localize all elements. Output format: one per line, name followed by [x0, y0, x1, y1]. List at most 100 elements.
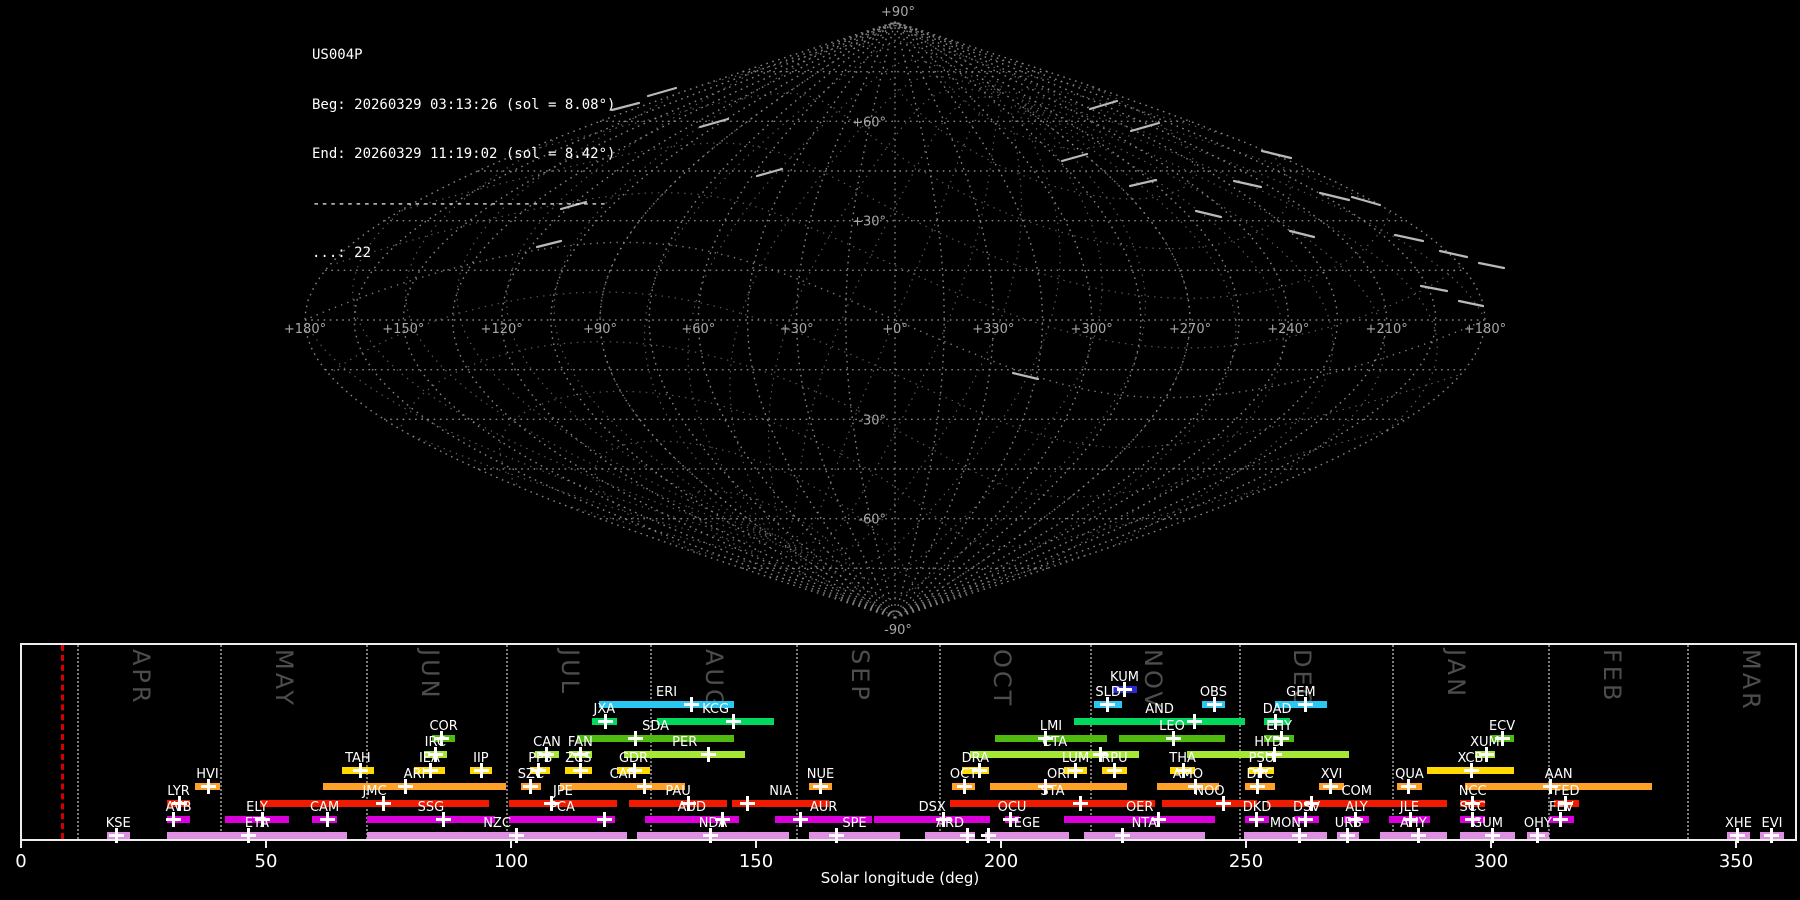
- meteor-trail-6: [755, 167, 784, 178]
- shower-label-LMI: LMI: [1039, 719, 1063, 734]
- meteor-trail-14: [1438, 249, 1469, 259]
- shower-label-FEV: FEV: [1549, 800, 1574, 815]
- shower-peak-DKD: [1255, 811, 1259, 827]
- shower-bar-NZC: [366, 832, 628, 839]
- shower-bar-ARI: [322, 783, 507, 790]
- meteor-count: ...: 22: [312, 245, 372, 261]
- shower-peak-EHY: [1279, 730, 1283, 746]
- shower-label-KUM: KUM: [1110, 670, 1139, 685]
- shower-label-OCT: OCT: [949, 767, 978, 782]
- shower-label-ZCS: ZCS: [565, 751, 592, 766]
- shower-peak-SCC: [1471, 811, 1475, 827]
- meteor-trail-22: [1011, 371, 1040, 381]
- lat-label-+90°: +90°: [881, 5, 915, 20]
- meteor-trail-12: [1350, 195, 1382, 207]
- meridian-75: [894, 21, 1142, 619]
- month-boundary-JAN: [1392, 645, 1395, 839]
- shower-label-JLE: JLE: [1399, 800, 1420, 815]
- shower-peak-NDA: [709, 827, 713, 843]
- shower-label-COM: COM: [1341, 784, 1373, 799]
- shower-label-CAN: CAN: [533, 735, 561, 750]
- shower-label-URS: URS: [1334, 816, 1362, 831]
- shower-bar-MON: [1244, 832, 1327, 839]
- shower-label-PCA: PCA: [549, 800, 575, 815]
- current-sol-marker-1: [60, 645, 63, 839]
- x-tick-100: [510, 841, 512, 848]
- shower-peak-AUR: [798, 811, 802, 827]
- lon-label-+210°: +210°: [1366, 322, 1408, 337]
- shower-peak-DAD: [1274, 713, 1278, 729]
- ecliptic-meridian-330: [787, 103, 1022, 552]
- shower-peak-EGE: [987, 827, 991, 843]
- shower-peak-ERI: [690, 696, 694, 712]
- ecliptic-parallel-30: [402, 142, 1390, 299]
- lat-label-+30°: +30°: [852, 215, 886, 230]
- shower-label-LYR: LYR: [167, 784, 190, 799]
- shower-peak-JPE: [549, 795, 553, 811]
- shower-peak-OCT: [963, 778, 967, 794]
- shower-label-IIP: IIP: [473, 751, 489, 766]
- meridian--135: [451, 21, 896, 619]
- meteor-trail-2: [698, 117, 730, 129]
- month-label-MAR: MAR: [1737, 649, 1766, 712]
- shower-peak-SDA: [634, 730, 638, 746]
- shower-peak-ARD: [965, 827, 969, 843]
- lon-label-+180°: +180°: [1464, 322, 1506, 337]
- x-tick-250: [1245, 841, 1247, 848]
- shower-label-EVI: EVI: [1761, 816, 1783, 831]
- ecliptic-meridian-75: [643, 41, 1002, 535]
- shower-label-IRC: IRC: [424, 735, 446, 750]
- shower-label-SZC: SZC: [517, 767, 544, 782]
- shower-peak-HVI: [206, 778, 210, 794]
- shower-label-NZC: NZC: [483, 816, 511, 831]
- shower-bar-PER: [624, 751, 746, 758]
- shower-peak-IIP: [479, 762, 483, 778]
- meteor-trail-9: [1260, 149, 1293, 160]
- meridian-150: [894, 21, 1388, 619]
- ecliptic-parallel-75: [931, 49, 1103, 150]
- shower-bar-ERI: [599, 701, 734, 708]
- shower-label-GEM: GEM: [1286, 685, 1316, 700]
- month-boundary-NOV: [1089, 645, 1092, 839]
- shower-bar-AUD: [644, 816, 739, 823]
- shower-peak-COR: [440, 730, 444, 746]
- lat-label--90°: -90°: [884, 623, 912, 638]
- shower-peak-JLE: [1408, 811, 1412, 827]
- ecliptic-meridian-105: [553, 41, 1006, 535]
- shower-peak-NTA: [1120, 827, 1124, 843]
- shower-peak-URS: [1346, 827, 1350, 843]
- shower-bar-CAP: [560, 783, 685, 790]
- shower-bar-NTA: [1083, 832, 1205, 839]
- ecliptic-meridian-285: [788, 105, 1147, 599]
- meteor-trail-4: [559, 200, 588, 211]
- ecliptic-meridian-315: [788, 104, 1061, 565]
- x-tick-200: [1000, 841, 1002, 848]
- meteor-trail-15: [1477, 261, 1506, 270]
- shower-label-NTA: NTA: [1131, 816, 1158, 831]
- shower-label-DAD: DAD: [1262, 702, 1292, 717]
- shower-label-ERI: ERI: [656, 685, 678, 700]
- shower-label-TAH: TAH: [345, 751, 371, 766]
- shower-label-DSV: DSV: [1292, 800, 1321, 815]
- x-tick-label-50: 50: [254, 851, 278, 872]
- month-label-APR: APR: [126, 649, 155, 706]
- shower-label-COR: COR: [429, 719, 458, 734]
- graticule: [304, 21, 1486, 619]
- shower-bar-JPE: [509, 800, 617, 807]
- month-boundary-MAY: [219, 645, 222, 839]
- shower-label-DRA: DRA: [961, 751, 989, 766]
- shower-peak-SLD: [1106, 696, 1110, 712]
- shower-peak-TAH: [358, 762, 362, 778]
- shower-peak-XCB: [1470, 762, 1474, 778]
- ecliptic-parallel--15: [329, 291, 1458, 448]
- shower-peak-CAP: [643, 778, 647, 794]
- shower-peak-AUD: [720, 811, 724, 827]
- shower-label-AMO: AMO: [1172, 767, 1204, 782]
- shower-bar-EGE: [984, 832, 1070, 839]
- shower-label-NCC: NCC: [1458, 784, 1487, 799]
- shower-peak-MON: [1298, 827, 1302, 843]
- shower-peak-NZC: [515, 827, 519, 843]
- meridian--30: [795, 21, 896, 619]
- month-label-SEP: SEP: [845, 649, 874, 703]
- shower-label-LEO: LEO: [1159, 719, 1185, 734]
